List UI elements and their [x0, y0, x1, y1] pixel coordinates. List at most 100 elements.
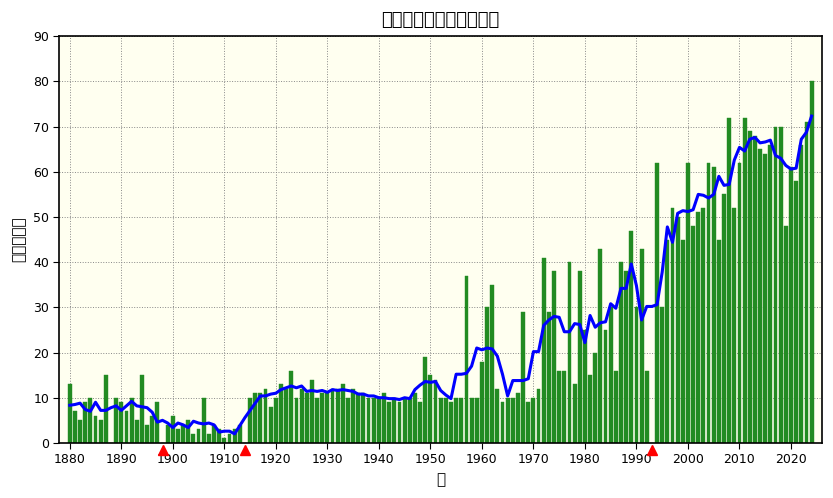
Bar: [166, 425, 170, 443]
Bar: [645, 371, 649, 443]
Bar: [676, 217, 680, 443]
Bar: [763, 154, 767, 443]
Bar: [449, 402, 453, 443]
Bar: [192, 434, 196, 443]
Bar: [541, 257, 546, 443]
Bar: [691, 226, 695, 443]
Bar: [119, 402, 123, 443]
Bar: [387, 402, 392, 443]
Bar: [598, 249, 602, 443]
Bar: [671, 208, 675, 443]
Bar: [434, 379, 437, 443]
Bar: [232, 429, 237, 443]
Bar: [779, 126, 783, 443]
Bar: [511, 398, 515, 443]
Bar: [352, 389, 355, 443]
Bar: [444, 398, 448, 443]
Bar: [227, 434, 232, 443]
Bar: [727, 118, 731, 443]
Bar: [150, 416, 154, 443]
Bar: [300, 389, 303, 443]
Bar: [722, 194, 726, 443]
Bar: [279, 384, 283, 443]
Bar: [187, 420, 190, 443]
Bar: [67, 384, 72, 443]
Bar: [681, 240, 685, 443]
Bar: [140, 375, 144, 443]
Bar: [480, 362, 484, 443]
Bar: [326, 393, 329, 443]
Bar: [207, 434, 211, 443]
Bar: [202, 398, 206, 443]
Bar: [578, 271, 581, 443]
Bar: [382, 393, 386, 443]
Bar: [357, 393, 360, 443]
Bar: [372, 398, 376, 443]
Bar: [305, 393, 309, 443]
Bar: [217, 429, 221, 443]
Bar: [470, 398, 473, 443]
Bar: [310, 379, 314, 443]
Bar: [315, 398, 319, 443]
Bar: [73, 411, 77, 443]
Bar: [572, 384, 576, 443]
Bar: [284, 389, 288, 443]
Bar: [253, 393, 257, 443]
Bar: [341, 384, 345, 443]
Bar: [768, 145, 772, 443]
Bar: [711, 167, 716, 443]
Bar: [758, 149, 762, 443]
Bar: [635, 307, 638, 443]
Bar: [737, 163, 741, 443]
Bar: [124, 411, 128, 443]
Bar: [397, 402, 402, 443]
Bar: [789, 167, 793, 443]
Bar: [666, 240, 669, 443]
Bar: [810, 81, 814, 443]
Bar: [593, 353, 597, 443]
Bar: [531, 398, 536, 443]
Bar: [491, 285, 494, 443]
Bar: [609, 307, 612, 443]
Bar: [423, 357, 427, 443]
Bar: [784, 226, 788, 443]
Bar: [181, 425, 185, 443]
Bar: [614, 371, 618, 443]
Bar: [501, 402, 505, 443]
Bar: [794, 181, 798, 443]
Bar: [114, 398, 118, 443]
Bar: [604, 330, 607, 443]
Bar: [274, 398, 277, 443]
Bar: [800, 145, 803, 443]
Bar: [135, 420, 138, 443]
Bar: [465, 276, 468, 443]
Bar: [362, 393, 366, 443]
Bar: [222, 438, 227, 443]
Bar: [459, 398, 463, 443]
Bar: [428, 375, 432, 443]
Bar: [130, 398, 133, 443]
Bar: [485, 307, 489, 443]
Bar: [557, 371, 561, 443]
Bar: [263, 389, 267, 443]
Bar: [418, 402, 422, 443]
Bar: [454, 398, 458, 443]
Bar: [588, 375, 592, 443]
Bar: [377, 398, 381, 443]
Bar: [346, 398, 350, 443]
Bar: [552, 271, 556, 443]
Bar: [567, 262, 571, 443]
Bar: [408, 398, 412, 443]
Bar: [748, 131, 751, 443]
Bar: [562, 371, 566, 443]
Bar: [717, 240, 721, 443]
Bar: [619, 262, 623, 443]
Bar: [706, 163, 711, 443]
Bar: [661, 307, 664, 443]
Bar: [93, 416, 97, 443]
Bar: [331, 389, 334, 443]
Bar: [336, 389, 340, 443]
Bar: [506, 398, 510, 443]
X-axis label: 年: 年: [436, 472, 446, 487]
Bar: [547, 312, 551, 443]
